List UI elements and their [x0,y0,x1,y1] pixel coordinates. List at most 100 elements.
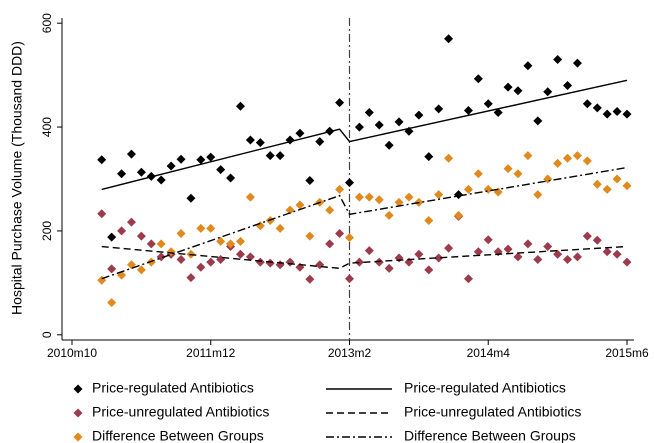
data-point [196,155,206,165]
data-point [503,244,513,254]
x-tick-label: 2010m10 [47,346,97,360]
data-point [543,87,553,97]
data-point [483,99,493,109]
data-point [315,137,325,147]
data-point [235,236,245,246]
data-point [374,120,384,130]
data-point [186,193,196,203]
data-point [285,205,295,215]
legend-marker [73,408,83,418]
data-point [315,260,325,270]
data-point [245,135,255,145]
data-point [622,257,632,267]
data-point [592,103,602,113]
data-point [255,221,265,231]
data-point [265,258,275,268]
data-point [305,176,315,186]
data-point [553,249,563,259]
x-tick-label: 2014m4 [467,346,511,360]
fitted-line [101,245,628,270]
data-point [305,274,315,284]
data-point [374,257,384,267]
data-point [563,153,573,163]
data-point [463,274,473,284]
data-point [235,249,245,259]
data-point [394,197,404,207]
data-point [503,164,513,174]
data-point [612,174,622,184]
data-point [255,257,265,267]
data-point [107,232,117,242]
data-point [572,252,582,262]
data-point [622,109,632,119]
data-point [563,81,573,91]
data-point [176,255,186,264]
data-point [454,190,464,200]
data-point [156,175,166,185]
data-point [285,257,295,267]
data-point [335,98,345,108]
data-point [345,178,354,188]
data-point [582,99,592,109]
data-point [166,161,176,171]
data-point [612,106,622,116]
data-point [335,184,345,194]
data-point [295,128,305,138]
data-point [513,86,523,96]
data-point [543,242,553,252]
data-point [364,192,374,202]
data-point [265,151,275,161]
data-point [156,239,166,249]
data-point [533,255,543,264]
data-point [444,243,454,253]
data-point [97,209,107,219]
fitted-line [101,166,628,280]
data-point [206,152,216,162]
data-point [523,151,533,161]
data-point [354,192,364,202]
data-point [463,184,473,194]
x-tick-label: 2013m2 [328,346,372,360]
x-tick-label: 2015m6 [605,346,649,360]
data-point [345,274,354,284]
data-point [196,262,206,272]
data-point [533,116,543,126]
data-point [553,55,563,65]
data-point [463,105,473,115]
legend-label: Difference Between Groups [92,428,264,443]
data-point [275,260,285,270]
legend-label: Price-unregulated Antibiotics [92,404,269,420]
data-point [206,257,216,267]
data-point [245,192,255,202]
data-point [384,210,394,220]
data-point [245,252,255,262]
y-tick-label: 200 [40,221,54,241]
y-tick-label: 600 [40,13,54,33]
data-point [602,247,612,257]
legend-label: Price-unregulated Antibiotics [404,404,581,420]
data-point [602,109,612,119]
data-point [434,253,444,263]
x-tick-label: 2011m12 [186,346,235,360]
data-point [503,82,513,92]
data-point [384,140,394,150]
data-point [295,200,305,210]
data-point [424,216,434,226]
legend: Price-regulated Antibiotics Price-unregul… [73,380,581,443]
data-point [176,154,186,164]
data-point [592,235,602,245]
data-point [424,265,434,275]
data-point [136,265,146,275]
data-point [235,101,245,111]
data-point [553,158,563,168]
legend-marker [73,432,83,442]
data-point [424,152,434,162]
y-axis-label: Hospital Purchase Volume (Thousand DDD) [9,41,25,315]
data-point [483,184,493,194]
data-point [374,195,384,205]
data-point [563,255,573,264]
data-point [384,263,394,273]
data-point [196,223,206,233]
data-point [275,151,285,161]
data-point [226,173,236,183]
